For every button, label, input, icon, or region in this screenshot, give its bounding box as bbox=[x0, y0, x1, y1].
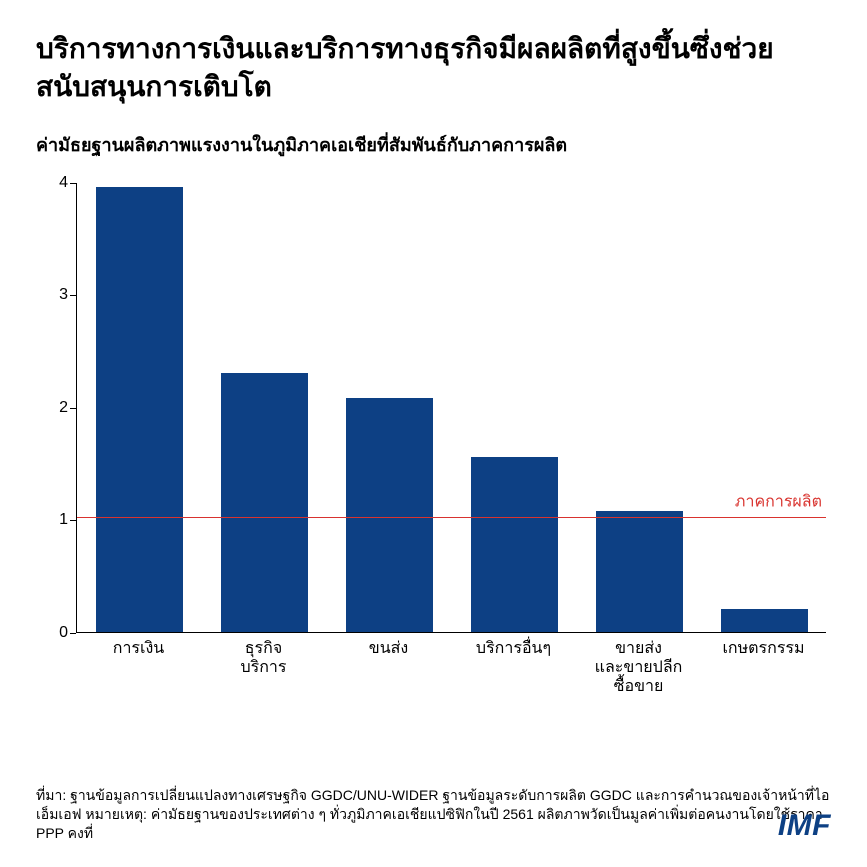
y-tick-mark bbox=[70, 183, 76, 184]
y-tick-label: 0 bbox=[36, 624, 68, 642]
bar bbox=[96, 187, 184, 631]
x-tick-label: การเงิน bbox=[76, 639, 201, 658]
imf-logo: IMF bbox=[778, 809, 831, 843]
x-tick-label: ขนส่ง bbox=[326, 639, 451, 658]
y-tick-label: 4 bbox=[36, 174, 68, 192]
y-tick-mark bbox=[70, 408, 76, 409]
y-tick-label: 3 bbox=[36, 286, 68, 304]
page: บริการทางการเงินและบริการทางธุรกิจมีผลผล… bbox=[0, 0, 867, 867]
y-tick-mark bbox=[70, 633, 76, 634]
bar bbox=[346, 398, 434, 632]
bar bbox=[596, 511, 684, 631]
bar bbox=[221, 373, 309, 632]
x-tick-label: ธุรกิจบริการ bbox=[201, 639, 326, 677]
chart-title: บริการทางการเงินและบริการทางธุรกิจมีผลผล… bbox=[36, 30, 831, 106]
chart-subtitle: ค่ามัธยฐานผลิตภาพแรงงานในภูมิภาคเอเชียที… bbox=[36, 130, 831, 159]
x-tick-label: บริการอื่นๆ bbox=[451, 639, 576, 658]
y-tick-mark bbox=[70, 520, 76, 521]
source-note: ที่มา: ฐานข้อมูลการเปลี่ยนแปลงทางเศรษฐกิ… bbox=[36, 786, 831, 843]
y-tick-label: 1 bbox=[36, 511, 68, 529]
x-tick-label: ขายส่งและขายปลีกซื้อขาย bbox=[576, 639, 701, 697]
x-tick-label: เกษตรกรรม bbox=[701, 639, 826, 658]
plot-area: ภาคการผลิต bbox=[76, 183, 826, 633]
footer: ที่มา: ฐานข้อมูลการเปลี่ยนแปลงทางเศรษฐกิ… bbox=[36, 786, 831, 843]
x-axis-labels: การเงินธุรกิจบริการขนส่งบริการอื่นๆขายส่… bbox=[76, 639, 826, 699]
reference-line-label: ภาคการผลิต bbox=[735, 489, 822, 514]
reference-line bbox=[77, 517, 826, 518]
bar bbox=[721, 609, 809, 632]
y-tick-label: 2 bbox=[36, 399, 68, 417]
bar bbox=[471, 457, 559, 631]
y-tick-mark bbox=[70, 295, 76, 296]
chart-container: ภาคการผลิต การเงินธุรกิจบริการขนส่งบริกา… bbox=[36, 183, 826, 703]
